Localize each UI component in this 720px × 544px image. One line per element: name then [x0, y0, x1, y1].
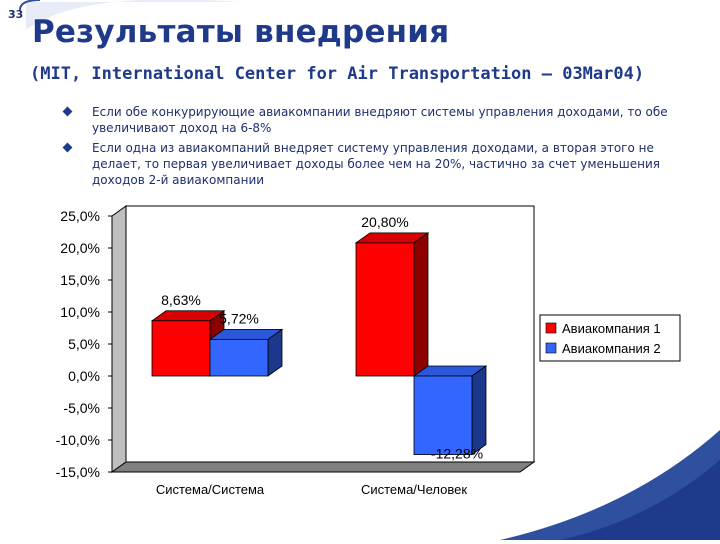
y-tick-label: 20,0% [60, 240, 100, 256]
bullet-list: Если обе конкурирующие авиакомпании внед… [60, 104, 680, 188]
y-tick-label: -15,0% [56, 464, 100, 480]
bar-airline-2 [209, 338, 269, 377]
data-label: 20,80% [361, 214, 408, 230]
y-tick-label: -5,0% [63, 400, 100, 416]
slide-number: 33 [8, 8, 24, 21]
y-tick-label: 0,0% [68, 368, 100, 384]
chart-area: 25,0% 20,0% 15,0% 10,0% 5,0% 0,0% -5,0% -10,0% -… [0, 200, 720, 540]
y-tick-label: 5,0% [68, 336, 100, 352]
x-category-label: Система/Человек [361, 482, 467, 497]
chart-floor [110, 461, 536, 473]
y-tick-label: 15,0% [60, 272, 100, 288]
y-tick-label: -10,0% [56, 432, 100, 448]
chart-side-wall [111, 205, 127, 473]
bar-side-face [413, 232, 429, 377]
bar-airline-1 [355, 242, 415, 377]
legend-box [539, 314, 681, 362]
decorative-swoosh [500, 430, 720, 540]
bullet-text: Если одна из авиакомпаний внедряет систе… [92, 141, 661, 187]
page-subtitle: (MIT, International Center for Air Trans… [30, 64, 645, 84]
bullet-item: Если одна из авиакомпаний внедряет систе… [60, 140, 680, 188]
y-tick-label: 10,0% [60, 304, 100, 320]
legend-label: Авиакомпания 2 [562, 341, 661, 356]
legend-label: Авиакомпания 1 [562, 321, 661, 336]
data-label: 5,72% [219, 310, 259, 326]
bullet-text: Если обе конкурирующие авиакомпании внед… [92, 105, 668, 135]
legend-swatch [545, 322, 557, 334]
diamond-bullet-icon [62, 106, 73, 117]
data-label: 8,63% [161, 292, 201, 308]
y-tick-label: 25,0% [60, 208, 100, 224]
x-category-label: Система/Система [156, 482, 265, 497]
bar-chart: 25,0% 20,0% 15,0% 10,0% 5,0% 0,0% -5,0% -10,0% -… [56, 205, 681, 497]
diamond-bullet-icon [62, 142, 73, 153]
page-title: Результаты внедрения [32, 14, 450, 50]
data-label: -12,28% [431, 446, 483, 462]
bullet-item: Если обе конкурирующие авиакомпании внед… [60, 104, 680, 136]
bar-airline-1 [151, 320, 211, 377]
legend-swatch [545, 342, 557, 354]
bar-airline-2 [413, 375, 473, 455]
